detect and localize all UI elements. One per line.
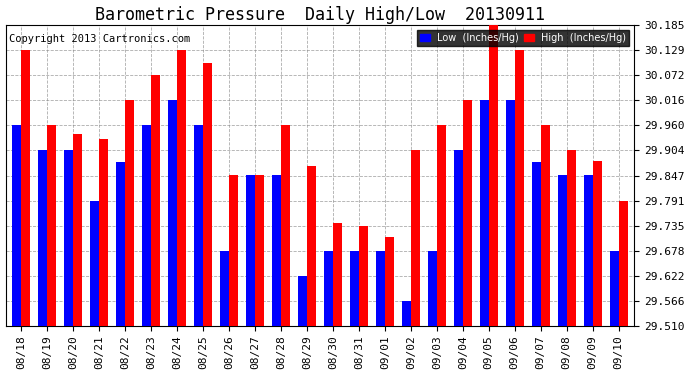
Bar <box>437 125 446 326</box>
Bar <box>38 150 47 326</box>
Bar <box>194 125 203 326</box>
Bar <box>281 125 290 326</box>
Bar <box>376 251 385 326</box>
Bar <box>246 176 255 326</box>
Bar <box>203 63 212 326</box>
Bar <box>428 251 437 326</box>
Bar <box>609 251 619 326</box>
Bar <box>99 139 108 326</box>
Bar <box>21 50 30 326</box>
Bar <box>229 176 238 326</box>
Bar <box>566 150 575 326</box>
Bar <box>177 50 186 326</box>
Bar <box>272 176 281 326</box>
Bar <box>47 125 56 326</box>
Bar <box>350 251 359 326</box>
Bar <box>151 75 160 326</box>
Bar <box>116 162 125 326</box>
Bar <box>90 201 99 326</box>
Bar <box>125 100 134 326</box>
Bar <box>298 276 307 326</box>
Text: Copyright 2013 Cartronics.com: Copyright 2013 Cartronics.com <box>9 34 190 44</box>
Legend: Low  (Inches/Hg), High  (Inches/Hg): Low (Inches/Hg), High (Inches/Hg) <box>417 30 629 46</box>
Bar <box>584 176 593 326</box>
Bar <box>489 25 498 326</box>
Bar <box>64 150 73 326</box>
Bar <box>506 100 515 326</box>
Bar <box>168 100 177 326</box>
Bar <box>73 134 82 326</box>
Bar <box>307 165 316 326</box>
Bar <box>220 251 229 326</box>
Bar <box>463 100 472 326</box>
Bar <box>324 251 333 326</box>
Bar <box>402 301 411 326</box>
Bar <box>531 162 541 326</box>
Bar <box>454 150 463 326</box>
Title: Barometric Pressure  Daily High/Low  20130911: Barometric Pressure Daily High/Low 20130… <box>95 6 545 24</box>
Bar <box>515 50 524 326</box>
Bar <box>558 176 566 326</box>
Bar <box>593 161 602 326</box>
Bar <box>385 237 394 326</box>
Bar <box>12 125 21 326</box>
Bar <box>333 224 342 326</box>
Bar <box>541 125 550 326</box>
Bar <box>142 125 151 326</box>
Bar <box>255 176 264 326</box>
Bar <box>411 150 420 326</box>
Bar <box>619 201 628 326</box>
Bar <box>359 226 368 326</box>
Bar <box>480 100 489 326</box>
